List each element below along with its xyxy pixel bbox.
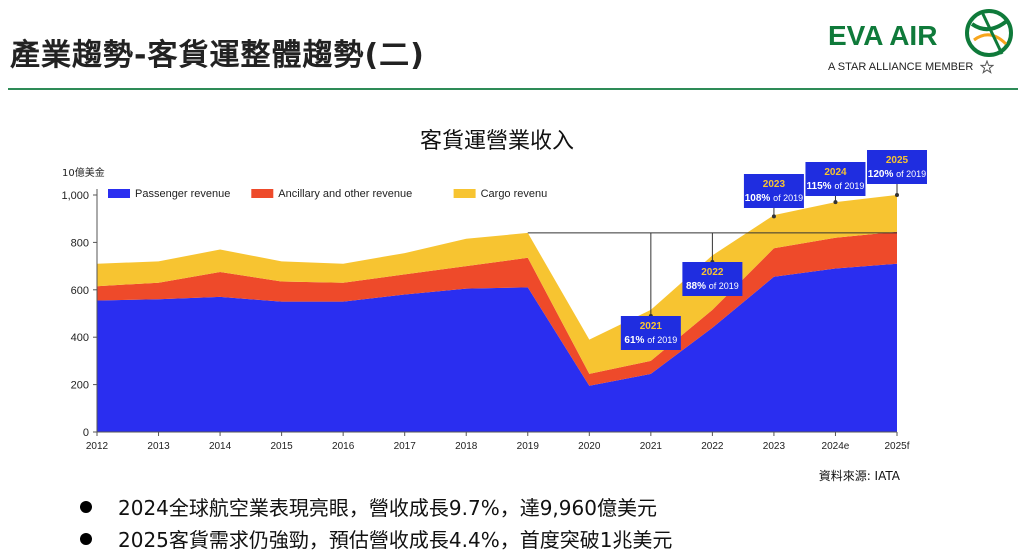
logo-subtitle: A STAR ALLIANCE MEMBER (828, 59, 995, 74)
annotation-box (620, 316, 681, 350)
area-series-2 (97, 231, 897, 386)
bullet-dot (80, 533, 92, 545)
legend-swatch (453, 189, 476, 198)
bullet-text: 2024全球航空業表現亮眼，營收成長9.7%，達9,960億美元 (118, 496, 657, 520)
x-tick-label: 2012 (86, 441, 109, 452)
annotation-percent: 120% of 2019 (868, 169, 926, 180)
legend-label: Passenger revenue (135, 188, 230, 200)
annotation-box (867, 150, 927, 184)
annotation-percent: 61% of 2019 (624, 335, 677, 346)
annotation-percent: 115% of 2019 (807, 181, 865, 192)
bullet-item: 2024全球航空業表現亮眼，營收成長9.7%，達9,960億美元 (80, 492, 980, 524)
x-tick-label: 2024e (822, 441, 850, 452)
legend-swatch (108, 189, 130, 198)
x-tick-label: 2020 (578, 441, 601, 452)
y-tick-label: 0 (83, 427, 89, 439)
page-title: 產業趨勢-客貨運整體趨勢(二) (10, 38, 425, 73)
annotation-dot (833, 200, 838, 205)
annotation-percent: 108% of 2019 (745, 193, 803, 204)
eva-globe-icon (965, 9, 1013, 57)
x-tick-label: 2018 (455, 441, 478, 452)
bullet-text: 2025客貨需求仍強勁，預估營收成長4.4%，首度突破1兆美元 (118, 528, 673, 552)
x-tick-label: 2021 (640, 441, 663, 452)
y-tick-label: 400 (71, 332, 89, 344)
x-tick-label: 2014 (209, 441, 232, 452)
title-divider (8, 88, 1018, 90)
x-tick-label: 2025f (884, 441, 909, 452)
x-tick-label: 2022 (701, 441, 724, 452)
annotation-year: 2021 (640, 321, 663, 332)
x-tick-label: 2015 (270, 441, 293, 452)
bullet-list: 2024全球航空業表現亮眼，營收成長9.7%，達9,960億美元 2025客貨需… (80, 492, 980, 556)
y-tick-label: 800 (71, 237, 89, 249)
annotation-year: 2023 (763, 179, 786, 190)
annotation-year: 2025 (886, 155, 909, 166)
x-tick-label: 2019 (517, 441, 540, 452)
legend-swatch (251, 189, 274, 198)
y-axis-label: 10億美金 (62, 166, 105, 179)
legend-label: Cargo revenu (481, 188, 548, 200)
source-note: 資料來源: IATA (819, 469, 901, 483)
annotation-box (805, 162, 866, 196)
bullet-item: 2025客貨需求仍強勁，預估營收成長4.4%，首度突破1兆美元 (80, 524, 980, 556)
revenue-area-chart: 客貨運營業收入 10億美金 0 200 400 600 800 1,000 2012 2013 20… (61, 129, 927, 483)
annotation-year: 2024 (824, 167, 847, 178)
annotation-box (682, 262, 743, 296)
x-tick-label: 2013 (147, 441, 170, 452)
annotation-dot (771, 214, 776, 219)
area-series-1 (97, 263, 897, 432)
annotation-year: 2022 (701, 267, 724, 278)
y-tick-label: 200 (71, 380, 89, 392)
y-tick-label: 1,000 (61, 190, 89, 202)
star-alliance-icon (979, 59, 995, 74)
x-tick-label: 2016 (332, 441, 355, 452)
legend-label: Ancillary and other revenue (278, 188, 412, 200)
eva-air-logo: EVA AIR A STAR ALLIANCE MEMBER (826, 6, 1016, 76)
chart-title: 客貨運營業收入 (420, 129, 574, 154)
x-tick-label: 2017 (394, 441, 417, 452)
x-tick-label: 2023 (763, 441, 786, 452)
annotation-box (743, 174, 804, 208)
bullet-dot (80, 501, 92, 513)
annotation-percent: 88% of 2019 (686, 281, 739, 292)
logo-wordmark: EVA AIR (828, 20, 938, 51)
annotation-dot (895, 193, 899, 197)
y-tick-label: 600 (71, 285, 89, 297)
